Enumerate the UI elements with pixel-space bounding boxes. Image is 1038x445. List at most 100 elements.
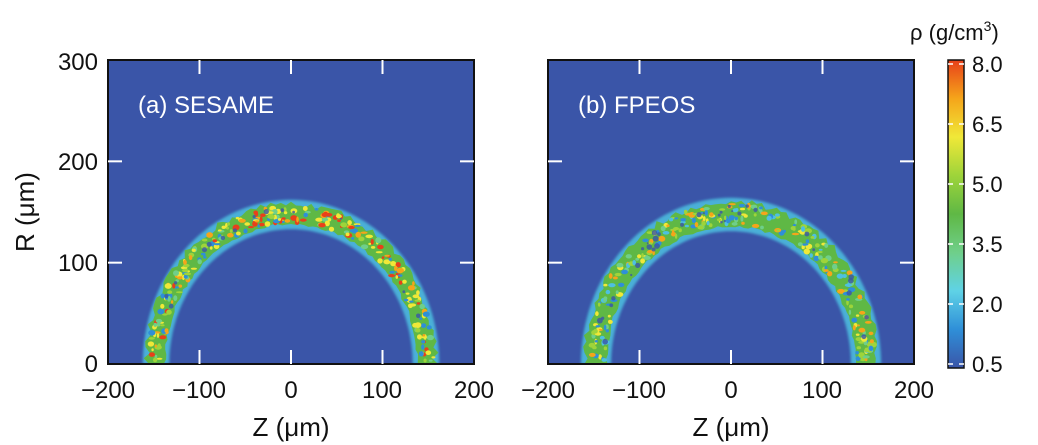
shell-speckle	[389, 270, 395, 274]
shell-speckle	[370, 238, 374, 245]
shell-speckle	[836, 273, 844, 279]
shell-speckle	[716, 218, 722, 222]
shell-speckle	[818, 248, 823, 251]
x-tick-label-b-neg200: −200	[521, 377, 575, 404]
shell-speckle	[598, 354, 602, 360]
shell-speckle	[197, 259, 202, 265]
panel-a-label: (a) SESAME	[138, 92, 274, 119]
shell-void	[635, 262, 641, 268]
shell-speckle	[760, 211, 768, 216]
shell-speckle	[321, 212, 328, 218]
x-tick-label-a-200: 200	[454, 377, 494, 404]
shell-speckle	[848, 304, 854, 309]
shell-speckle	[243, 228, 248, 234]
shell-void	[416, 313, 421, 319]
shell-speckle	[160, 324, 165, 327]
shell-void	[641, 247, 645, 251]
shell-void	[602, 338, 608, 345]
shell-speckle	[355, 231, 362, 238]
y-tick-labels: 0 100 200 300	[58, 49, 98, 378]
shell-speckle	[658, 235, 666, 242]
shell-speckle	[674, 233, 678, 239]
shell-speckle	[264, 221, 271, 227]
shell-speckle	[856, 346, 861, 350]
shell-speckle	[260, 213, 266, 217]
shell-speckle	[172, 283, 176, 289]
shell-speckle	[864, 347, 868, 353]
shell-speckle	[148, 330, 156, 336]
shell-void	[651, 247, 656, 252]
shell-speckle	[253, 210, 258, 215]
shell-speckle	[846, 299, 849, 306]
shell-speckle	[200, 252, 206, 256]
shell-speckle	[684, 224, 690, 228]
shell-speckle	[790, 226, 796, 231]
shell-speckle	[704, 209, 708, 216]
shell-speckle	[702, 216, 706, 222]
shell-void	[719, 210, 723, 214]
colorbar-title-base: ρ (g/cm	[910, 20, 984, 45]
shell-speckle	[621, 269, 628, 275]
shell-speckle	[153, 357, 158, 363]
shell-speckle	[632, 260, 636, 266]
shell-speckle	[709, 212, 714, 217]
shell-speckle	[774, 213, 780, 217]
shell-speckle	[416, 302, 421, 305]
shell-speckle	[353, 223, 361, 226]
shell-speckle	[381, 256, 385, 259]
shell-speckle	[593, 328, 598, 334]
shell-speckle	[159, 335, 167, 340]
shell-speckle	[335, 214, 342, 219]
shell-speckle	[855, 314, 860, 317]
shell-speckle	[164, 283, 172, 289]
shell-speckle	[351, 237, 355, 240]
shell-speckle	[384, 254, 390, 257]
shell-speckle	[855, 351, 859, 355]
shell-speckle	[678, 228, 682, 233]
shell-speckle	[605, 289, 611, 295]
shell-speckle	[167, 290, 173, 295]
shell-speckle	[258, 222, 265, 227]
shell-speckle	[847, 282, 851, 288]
shell-speckle	[318, 223, 326, 228]
shell-speckle	[290, 215, 298, 221]
shell-speckle	[188, 255, 193, 261]
shell-void	[263, 209, 269, 215]
shell-speckle	[377, 258, 383, 264]
shell-void	[864, 315, 869, 320]
shell-void	[651, 230, 658, 236]
shell-speckle	[183, 259, 187, 265]
x-tick-label-a-neg100: −100	[172, 377, 226, 404]
shell-speckle	[601, 358, 607, 362]
shell-speckle	[412, 281, 415, 286]
shell-void	[168, 303, 174, 309]
shell-void	[848, 277, 854, 284]
shell-speckle	[791, 232, 800, 236]
shell-speckle	[365, 234, 374, 239]
shell-speckle	[820, 258, 829, 264]
shell-speckle	[157, 308, 165, 315]
shell-speckle	[691, 217, 697, 224]
shell-speckle	[402, 279, 407, 284]
shell-void	[402, 290, 406, 294]
shell-speckle	[692, 213, 698, 215]
shell-speckle	[647, 250, 654, 254]
shell-void	[611, 296, 616, 301]
shell-speckle	[347, 220, 352, 226]
shell-speckle	[177, 276, 183, 280]
shell-void	[646, 244, 653, 250]
shell-speckle	[217, 229, 222, 232]
x-axis-label-b: Z (μm)	[692, 412, 769, 442]
y-tick-label-200: 200	[58, 149, 98, 176]
colorbar-tick-label: 0.5	[972, 352, 1003, 377]
shell-void	[804, 231, 810, 237]
shell-speckle	[259, 216, 263, 223]
shell-speckle	[425, 350, 432, 356]
shell-speckle	[416, 290, 420, 296]
shell-speckle	[375, 237, 382, 244]
shell-speckle	[608, 273, 613, 279]
shell-speckle	[337, 219, 341, 223]
colorbar-tick-label: 2.0	[972, 292, 1003, 317]
shell-speckle	[155, 318, 163, 323]
shell-speckle	[178, 284, 183, 288]
